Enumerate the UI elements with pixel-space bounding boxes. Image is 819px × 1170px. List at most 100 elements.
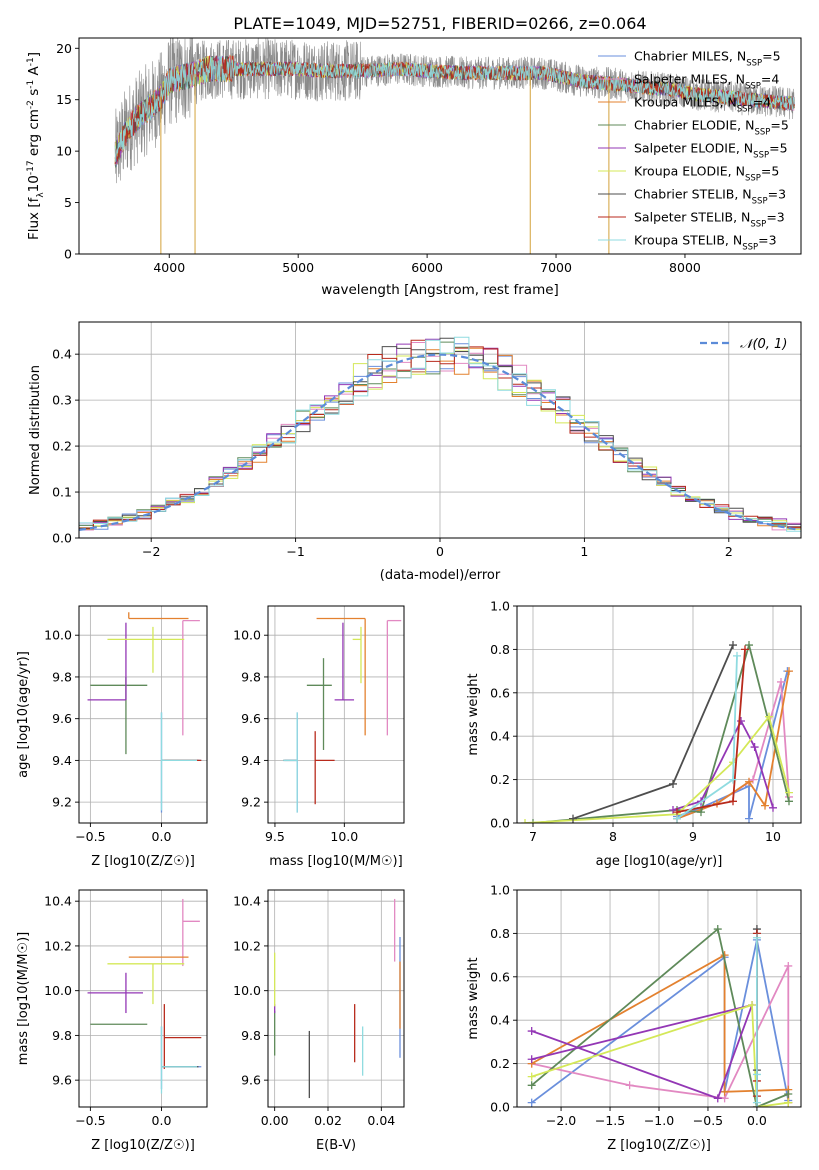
x-axis-label: Z [log10(Z/Z☉)] — [607, 1138, 711, 1153]
legend-entry-count: 5 — [780, 141, 788, 156]
mass-weight-vs-age-panel: 7 8 9 10 0.0 0.2 0.4 0.6 0.8 1.0 age [log10(age/yr… — [466, 599, 802, 869]
weight-point-marker — [785, 667, 793, 676]
legend-entry: 𝒩(0, 1) — [740, 337, 787, 352]
axes-frame — [78, 37, 802, 255]
weight-point-marker — [729, 775, 737, 784]
weight-series-line — [531, 927, 789, 1107]
weight-point-marker — [713, 1094, 722, 1103]
age-vs-metallicity-panel: −0.5 0.0 9.2 9.4 9.6 9.8 10.0 Z [log10(Z/Z☉)] ag… — [16, 605, 208, 869]
x-tick-label: 9 — [689, 829, 697, 844]
legend-entry: Salpeter MILES, NSSP=4 — [634, 72, 779, 92]
weight-point-marker — [752, 1070, 761, 1079]
weight-point-marker — [527, 1027, 536, 1036]
y-tick-label: 10.0 — [233, 628, 261, 643]
x-tick-label: 0.0 — [152, 829, 172, 844]
legend-entry-eq: = — [769, 141, 779, 156]
x-tick-label: 8000 — [669, 260, 701, 275]
weight-point-marker — [765, 712, 773, 721]
y-tick-label: 0.2 — [490, 1056, 510, 1071]
legend-entry-subscript: SSP — [753, 151, 769, 161]
y-tick-label: 9.2 — [241, 795, 261, 810]
weight-point-marker — [784, 961, 793, 970]
y-tick-label: 0.0 — [52, 531, 72, 546]
legend-entry-label: Salpeter ELODIE, N — [634, 141, 753, 156]
legend-entry-subscript: SSP — [737, 105, 753, 115]
y-tick-label: 0.6 — [490, 969, 510, 984]
axes-frame — [516, 889, 802, 1108]
x-axis-label: mass [log10(M/M☉)] — [269, 854, 402, 869]
spectrum-lines — [114, 38, 795, 254]
y-tick-label: 9.8 — [52, 669, 72, 684]
x-tick-label: −0.5 — [693, 1113, 723, 1128]
axes-frame — [267, 605, 405, 824]
y-tick-label: 1.0 — [490, 883, 510, 898]
axes-frame — [267, 889, 405, 1108]
weight-point-marker — [748, 1001, 757, 1010]
y-axis-label-part: -2 — [26, 100, 36, 109]
y-axis-label-part: s — [26, 89, 42, 100]
model-spectrum-line — [114, 55, 795, 162]
y-tick-label: 0.6 — [490, 685, 510, 700]
legend-entry-subscript: SSP — [745, 174, 761, 184]
x-tick-label: 0 — [436, 544, 444, 559]
legend-entry: Chabrier STELIB, NSSP=3 — [634, 187, 786, 207]
axes-frame — [78, 889, 208, 1108]
errorbar-marks — [274, 898, 401, 1099]
weight-point-marker — [529, 819, 537, 823]
weight-point-marker — [750, 743, 759, 752]
y-tick-label: 9.8 — [241, 1028, 261, 1043]
y-axis-label-part: -17 — [26, 160, 36, 175]
y-tick-label: 9.8 — [241, 669, 261, 684]
mass-weight-vs-metallicity-panel: −2.0 −1.5 −1.0 −0.5 0.0 0.0 0.2 0.4 0.6 0.8 1.0 Z [… — [466, 883, 802, 1153]
x-tick-label: −2 — [142, 544, 160, 559]
weight-point-marker — [527, 1098, 536, 1107]
y-axis-label: Flux [fλ10-17 erg cm-2 s-1 A-1] — [26, 52, 46, 240]
x-tick-label: 9.5 — [265, 829, 285, 844]
y-tick-label: 0.8 — [490, 642, 510, 657]
histogram-lines — [79, 336, 801, 535]
y-tick-label: 15 — [56, 92, 72, 107]
y-tick-label: 0 — [64, 247, 72, 262]
y-tick-label: 0.2 — [52, 439, 72, 454]
weight-point-marker — [527, 1055, 536, 1064]
weight-point-marker — [521, 819, 529, 823]
y-axis-label-part: -1 — [26, 57, 36, 66]
weight-point-marker — [527, 1072, 536, 1081]
axes-frame — [516, 605, 802, 824]
weight-point-marker — [784, 1089, 793, 1098]
y-axis-label-part: A — [26, 65, 42, 79]
y-tick-label: 0.3 — [52, 393, 72, 408]
y-axis-label-part: Flux [f — [26, 196, 42, 240]
weight-point-marker — [752, 933, 761, 942]
y-tick-label: 10.4 — [44, 894, 72, 909]
legend-entry-eq: = — [753, 95, 763, 110]
mass-vs-extinction-panel: 0.00 0.02 0.04 9.6 9.8 10.0 10.2 10.4 E(B-V) — [233, 889, 405, 1153]
legend-entry: Salpeter ELODIE, NSSP=5 — [634, 141, 788, 161]
y-tick-label: 0.8 — [490, 926, 510, 941]
lambda-subscript: λ — [36, 192, 46, 198]
y-tick-label: 0.2 — [490, 772, 510, 787]
y-tick-label: 9.6 — [241, 1073, 261, 1088]
x-tick-label: −1 — [286, 544, 304, 559]
mass-vs-metallicity-panel: −0.5 0.0 9.6 9.8 10.0 10.2 10.4 Z [log10(Z/Z☉)]… — [16, 889, 208, 1153]
weight-point-marker — [720, 1087, 729, 1096]
legend-entry: Chabrier MILES, NSSP=5 — [634, 49, 781, 69]
x-tick-label: 0.02 — [314, 1113, 342, 1128]
weight-point-marker — [752, 1098, 761, 1107]
x-tick-label: 10 — [765, 829, 781, 844]
x-tick-label: 1 — [580, 544, 588, 559]
weight-point-marker — [745, 641, 753, 650]
weight-lines — [521, 641, 793, 823]
legend-entry-label: Salpeter MILES, N — [634, 72, 745, 87]
y-axis-label-part: ] — [26, 52, 42, 57]
y-axis-label: age [log10(age/yr)] — [16, 651, 31, 778]
x-axis-label: age [log10(age/yr)] — [596, 854, 723, 869]
legend-entry-eq: = — [768, 187, 778, 202]
legend-entry-eq: = — [762, 49, 772, 64]
y-tick-label: 9.2 — [52, 795, 72, 810]
weight-point-marker — [745, 777, 753, 786]
weight-point-marker — [785, 788, 793, 797]
y-axis-label: mass weight — [466, 957, 481, 1039]
x-axis-label: wavelength [Angstrom, rest frame] — [321, 282, 559, 298]
y-tick-label: 0.0 — [490, 1100, 510, 1115]
